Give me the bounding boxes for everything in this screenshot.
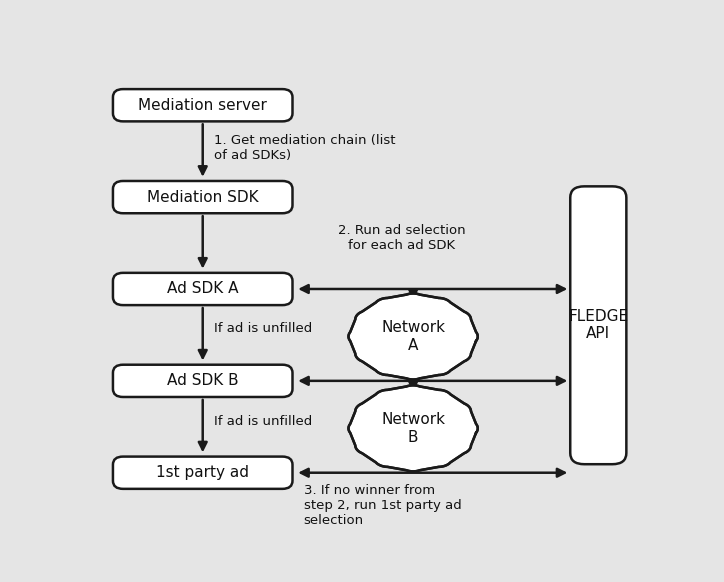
FancyBboxPatch shape	[113, 457, 292, 489]
FancyBboxPatch shape	[113, 89, 292, 122]
Polygon shape	[348, 293, 478, 379]
Text: 2. Run ad selection
for each ad SDK: 2. Run ad selection for each ad SDK	[338, 224, 466, 252]
FancyBboxPatch shape	[113, 365, 292, 397]
FancyBboxPatch shape	[113, 181, 292, 213]
Polygon shape	[348, 385, 478, 471]
Text: Network
B: Network B	[381, 412, 445, 445]
Text: 1st party ad: 1st party ad	[156, 465, 249, 480]
Text: 1. Get mediation chain (list
of ad SDKs): 1. Get mediation chain (list of ad SDKs)	[214, 134, 395, 162]
FancyBboxPatch shape	[113, 273, 292, 305]
Text: Mediation SDK: Mediation SDK	[147, 190, 258, 205]
Text: If ad is unfilled: If ad is unfilled	[214, 415, 312, 428]
Text: Network
A: Network A	[381, 320, 445, 353]
Text: Mediation server: Mediation server	[138, 98, 267, 113]
Text: If ad is unfilled: If ad is unfilled	[214, 322, 312, 335]
Text: Ad SDK A: Ad SDK A	[167, 282, 238, 296]
Text: 3. If no winner from
step 2, run 1st party ad
selection: 3. If no winner from step 2, run 1st par…	[304, 484, 461, 527]
Text: Ad SDK B: Ad SDK B	[167, 373, 238, 388]
FancyBboxPatch shape	[571, 186, 626, 464]
Text: FLEDGE
API: FLEDGE API	[568, 309, 628, 342]
